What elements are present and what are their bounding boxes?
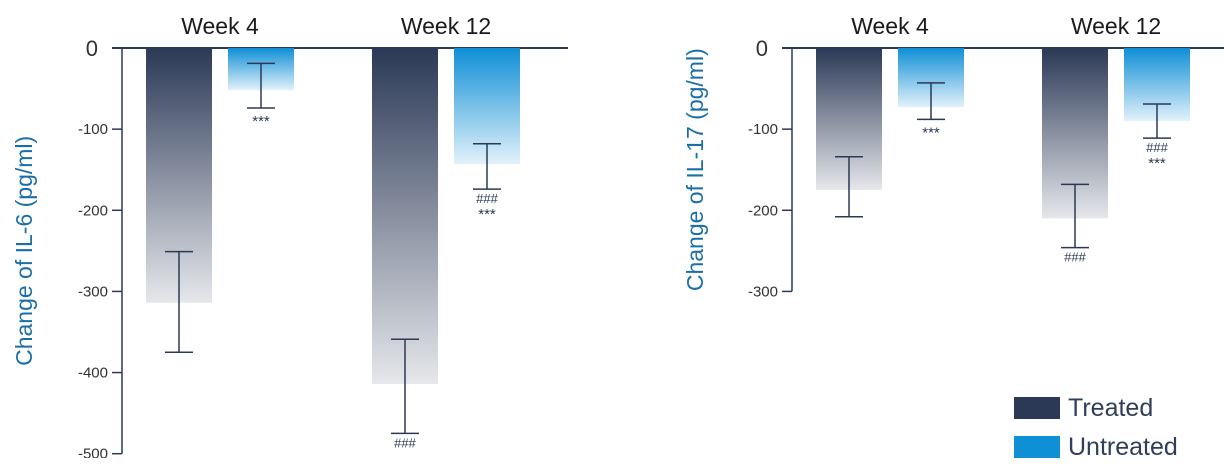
chart2-significance-label: *** [1148,155,1166,172]
chart1-category-label: Week 4 [181,13,259,39]
chart1-significance-label: *** [252,113,270,130]
chart2-y-tick-label: -100 [748,121,778,138]
chart2-significance-label: ### [1064,250,1086,265]
legend-label-untreated: Untreated [1068,432,1178,461]
legend-label-treated: Treated [1068,393,1154,422]
chart2-category-label: Week 12 [1071,13,1161,39]
chart2-significance-label: *** [922,124,940,141]
chart1-significance-label: ### [476,191,498,206]
chart1-y-axis-label: Change of IL-6 (pg/ml) [11,136,37,366]
legend-item-untreated: Untreated [1014,431,1178,463]
chart1-significance-label: ### [394,435,416,450]
chart2: 0 -100 -200 -300 Change of IL-17 (pg/ml) Week… [682,13,1224,300]
chart1-significance-label: *** [478,206,496,223]
chart2-category-label: Week 4 [851,13,929,39]
chart1-y-tick-label: -400 [78,365,108,382]
chart2-y-tick-label: -300 [748,283,778,300]
chart2-y-tick-label: -200 [748,202,778,219]
chart1-category-label: Week 12 [401,13,491,39]
chart2-y-tick-label: 0 [756,36,768,61]
chart1: 0 -100 -200 -300 -400 -500 Change of IL-6 (pg/… [11,13,568,458]
chart1-y-tick-label: -500 [78,446,108,458]
chart1-y-tick-label: -200 [78,202,108,219]
legend: Treated Untreated [1014,392,1178,470]
legend-swatch-treated [1014,397,1060,419]
chart2-significance-label: ### [1146,140,1168,155]
chart1-y-tick-label: -300 [78,283,108,300]
legend-item-treated: Treated [1014,392,1178,424]
chart1-bar-treated [372,48,438,384]
chart1-y-tick-label: -100 [78,121,108,138]
chart1-y-tick-label: 0 [86,36,98,61]
legend-swatch-untreated [1014,436,1060,458]
charts-canvas: 0 -100 -200 -300 -400 -500 Change of IL-6 (pg/… [11,13,1224,458]
chart2-y-axis-label: Change of IL-17 (pg/ml) [682,48,708,291]
